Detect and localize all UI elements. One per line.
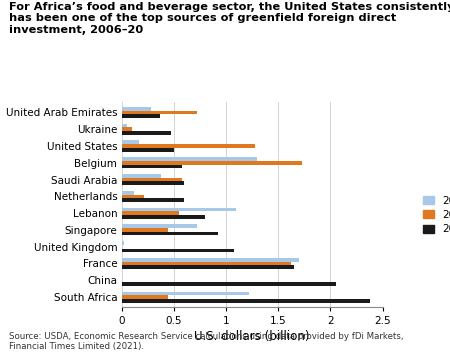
Bar <box>122 161 302 164</box>
Bar <box>122 232 217 235</box>
Bar <box>122 157 257 161</box>
Bar <box>122 295 168 299</box>
Bar <box>122 265 294 269</box>
Text: Source: USDA, Economic Research Service calculations using data provided by fDi : Source: USDA, Economic Research Service … <box>9 332 404 351</box>
Bar <box>122 181 184 185</box>
Bar <box>122 140 139 144</box>
Bar <box>122 127 132 131</box>
Bar <box>122 299 370 303</box>
Bar <box>122 191 134 195</box>
Bar <box>122 198 184 202</box>
Bar <box>122 124 127 127</box>
Bar <box>122 262 291 265</box>
Bar <box>122 211 179 215</box>
Bar <box>122 228 168 232</box>
Bar <box>122 107 151 110</box>
Bar <box>122 195 144 198</box>
Bar <box>122 249 234 252</box>
Bar <box>122 114 160 118</box>
Bar <box>122 208 236 211</box>
X-axis label: U.S. dollars (billion): U.S. dollars (billion) <box>194 330 310 343</box>
Bar <box>122 292 249 295</box>
Bar <box>122 174 161 178</box>
Legend: 2006–10, 2011–15, 2016–20: 2006–10, 2011–15, 2016–20 <box>423 196 450 234</box>
Bar <box>122 215 205 219</box>
Bar <box>122 225 197 228</box>
Bar <box>122 241 124 245</box>
Bar <box>122 258 299 262</box>
Bar <box>122 164 182 168</box>
Bar <box>122 178 182 181</box>
Bar <box>122 282 336 286</box>
Bar <box>122 144 255 148</box>
Bar <box>122 110 197 114</box>
Bar <box>122 131 171 135</box>
Text: For Africa’s food and beverage sector, the United States consistently
has been o: For Africa’s food and beverage sector, t… <box>9 2 450 35</box>
Bar <box>122 148 174 151</box>
